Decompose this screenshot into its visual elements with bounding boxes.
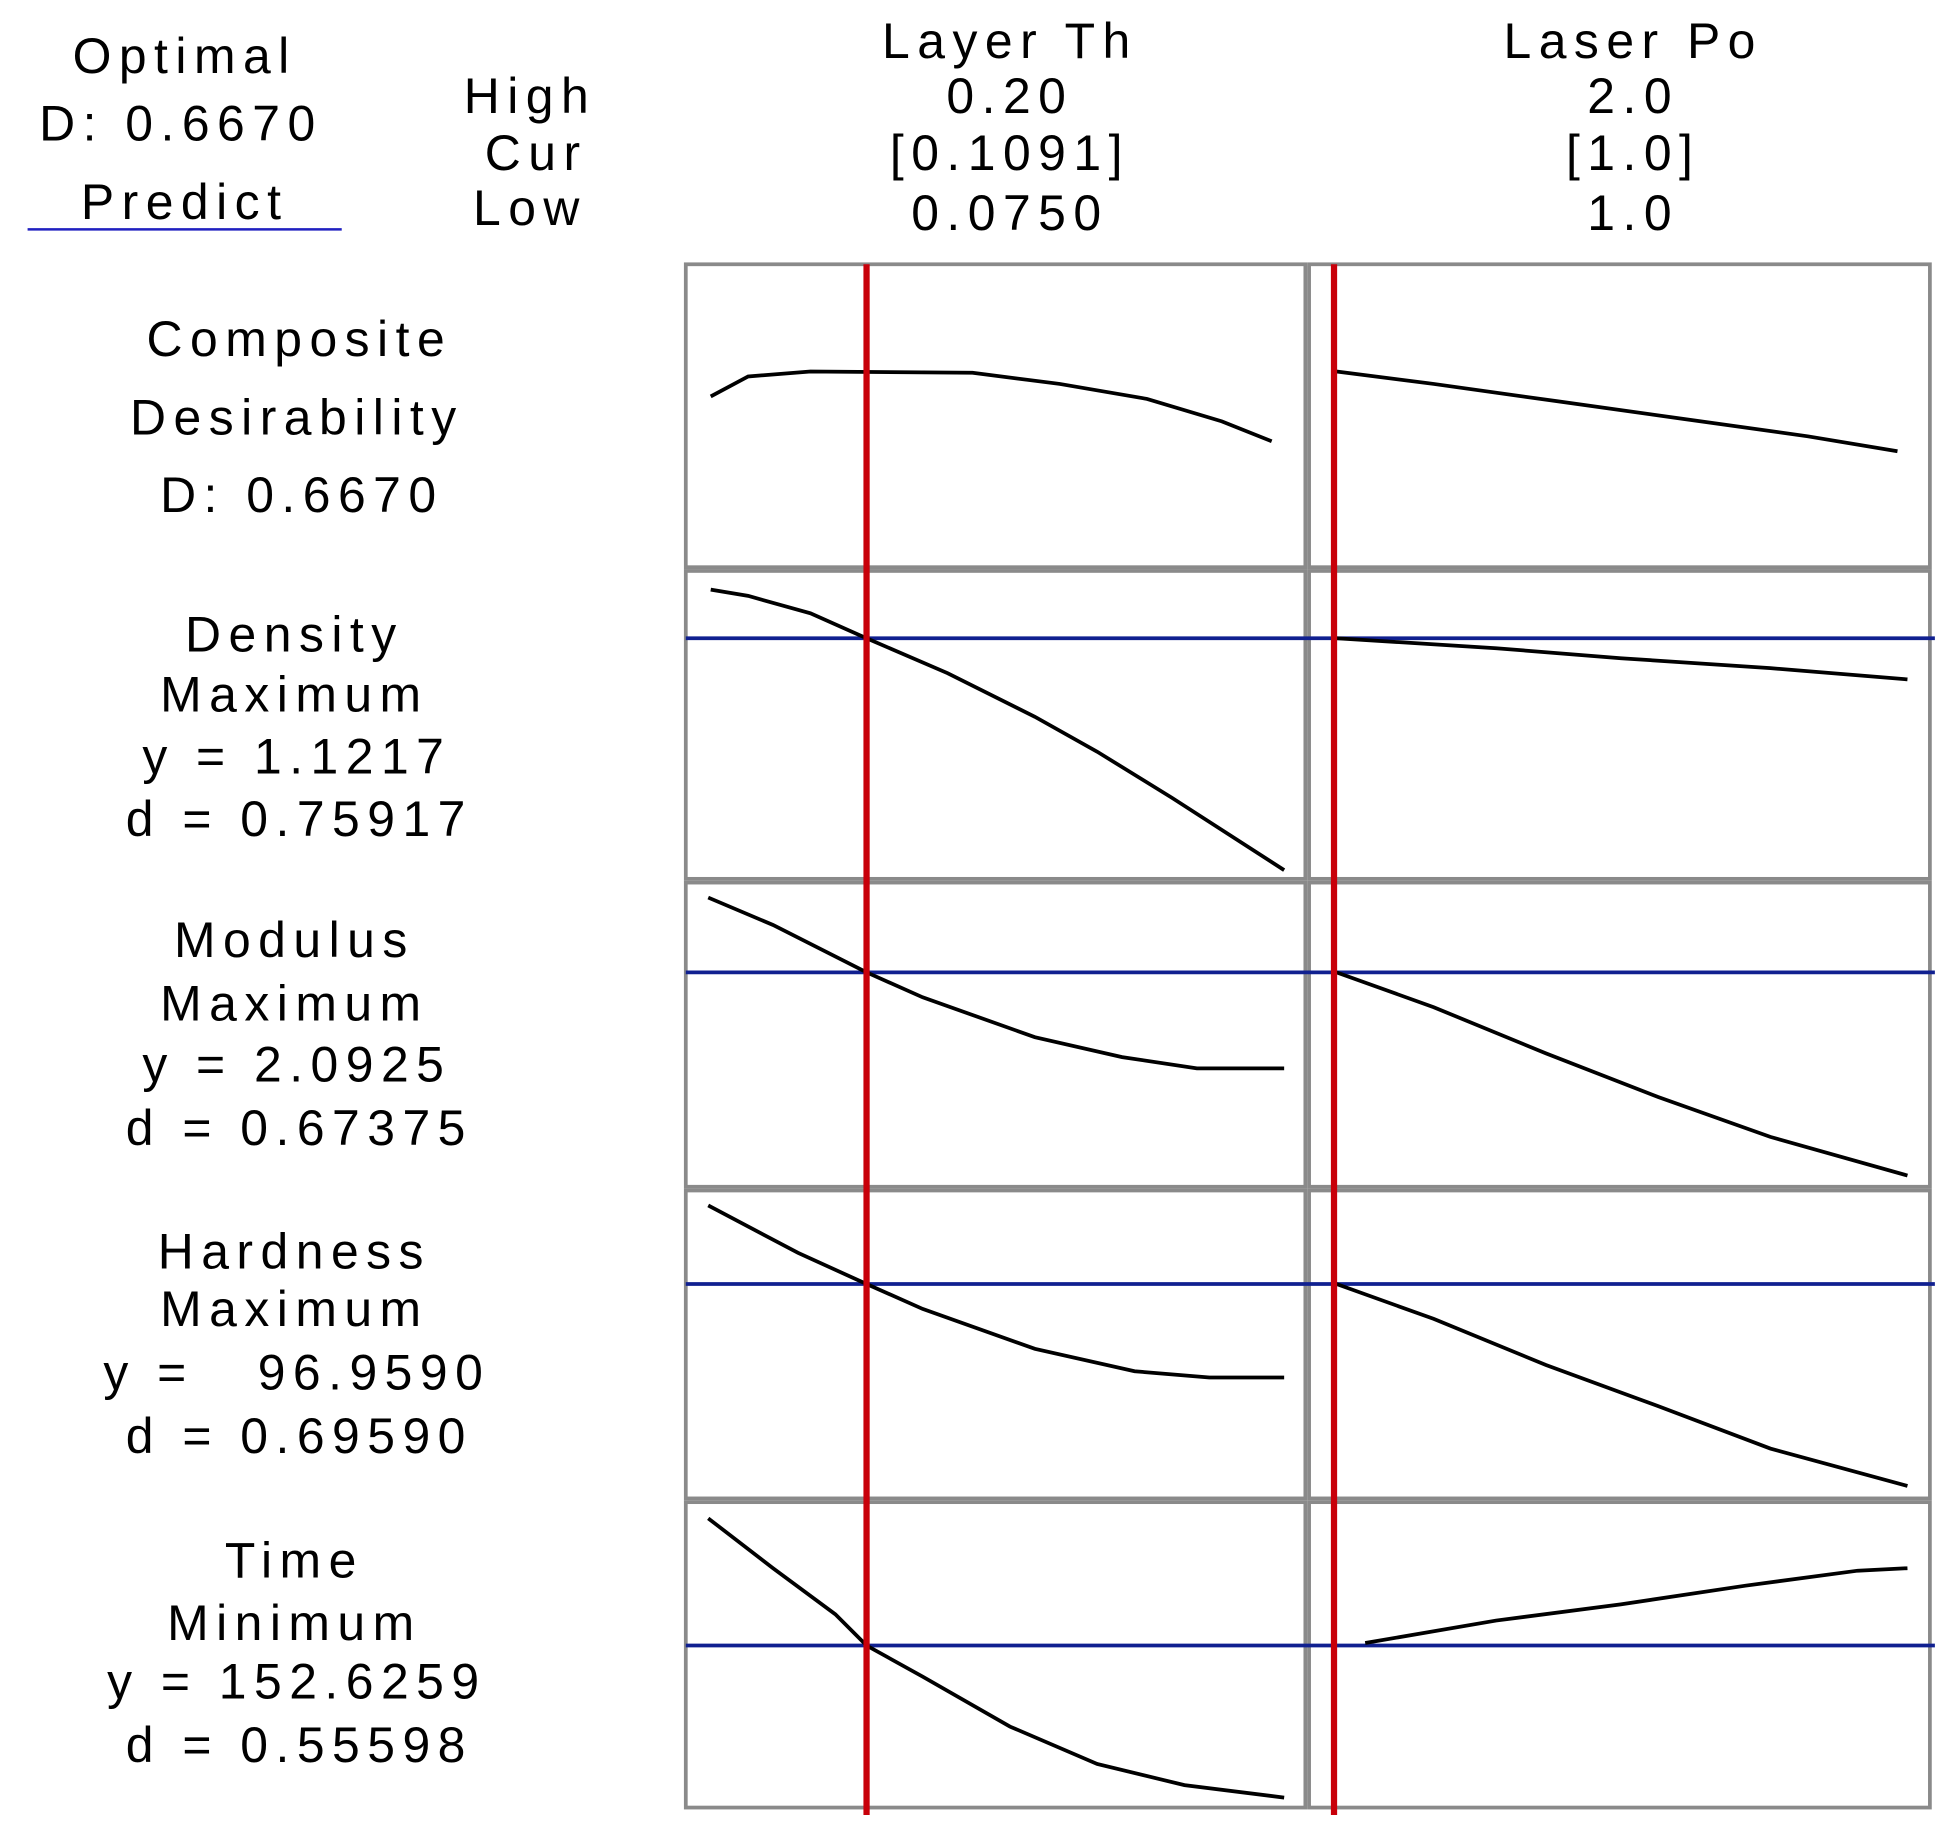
response-y: y = 2.0925	[142, 1037, 451, 1093]
high-label: High	[464, 68, 596, 124]
response-goal: Maximum	[160, 1281, 428, 1337]
factor-cur: [0.1091]	[890, 125, 1130, 181]
response-y: y = 152.6259	[107, 1654, 486, 1710]
optimal-label: Optimal	[73, 28, 297, 84]
panels	[683, 262, 1932, 1810]
curves	[707, 369, 1908, 1800]
factor-name: Laser Po	[1503, 13, 1762, 69]
response-name: Hardness	[158, 1223, 431, 1279]
curve	[707, 895, 1285, 1071]
response-name: Modulus	[174, 912, 415, 968]
factor-low: 0.0750	[911, 185, 1108, 241]
response-d: d = 0.67375	[126, 1100, 473, 1156]
cur-label: Cur	[485, 125, 588, 181]
panel	[1307, 1500, 1932, 1810]
optimal-d: D: 0.6670	[39, 95, 323, 151]
curve	[1335, 1282, 1908, 1488]
factor-low: 1.0	[1587, 185, 1679, 241]
response-d: d = 0.69590	[126, 1408, 473, 1464]
panel	[683, 1188, 1308, 1501]
current-lines	[863, 264, 1338, 1816]
panel	[1307, 1188, 1932, 1501]
composite-title: Desirability	[130, 390, 464, 446]
curve	[1335, 970, 1908, 1178]
response-name: Density	[185, 606, 404, 662]
response-y: y = 96.9590	[103, 1344, 490, 1400]
factor-cur: [1.0]	[1566, 125, 1700, 181]
curve	[707, 1203, 1285, 1380]
panel	[683, 262, 1308, 570]
curve	[1336, 369, 1898, 454]
response-goal: Maximum	[160, 975, 428, 1031]
response-y: y = 1.1217	[142, 729, 451, 785]
curve	[709, 369, 1273, 444]
factor-name: Layer Th	[882, 13, 1138, 69]
response-goal: Minimum	[167, 1595, 422, 1651]
panel	[683, 1500, 1308, 1810]
low-label: Low	[473, 180, 587, 236]
response-d: d = 0.75917	[126, 791, 473, 847]
predict-link[interactable]: Predict	[81, 174, 289, 230]
panel	[1307, 880, 1932, 1189]
target-lines	[685, 636, 1935, 1648]
curve	[1364, 1566, 1908, 1645]
factor-high: 2.0	[1587, 68, 1679, 124]
curve	[707, 1516, 1285, 1800]
composite-d: D: 0.6670	[160, 467, 444, 523]
curve	[1336, 636, 1908, 682]
composite-title: Composite	[147, 311, 453, 367]
curve	[710, 587, 1286, 872]
panel	[1307, 569, 1932, 881]
panel	[683, 569, 1308, 881]
response-goal: Maximum	[160, 666, 428, 722]
response-name: Time	[225, 1533, 364, 1589]
response-d: d = 0.55598	[126, 1717, 473, 1773]
factor-high: 0.20	[946, 68, 1073, 124]
panel	[1307, 262, 1932, 570]
